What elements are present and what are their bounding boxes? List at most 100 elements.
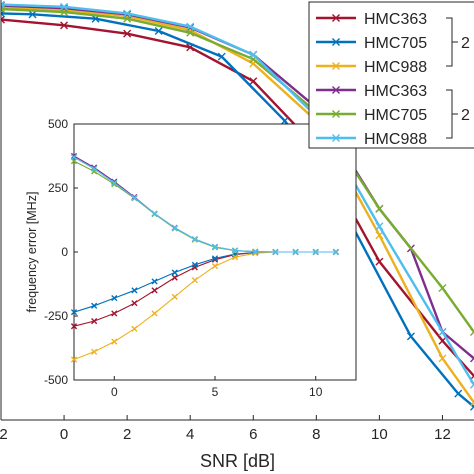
main-data-point [438, 354, 447, 363]
legend-label-2: HMC705 [364, 35, 427, 52]
inset-data-point [151, 278, 158, 285]
inset-x-tick-label: 10 [309, 385, 323, 399]
legend-marker-1 [332, 14, 340, 22]
inset-data-point [70, 309, 78, 316]
main-x-tick-label: 8 [312, 426, 320, 443]
inset-data-point [232, 247, 239, 254]
main-data-point [438, 336, 447, 345]
main-data-point [249, 77, 258, 86]
inset-chart: -500 -250 0 250 500 0 5 10 frequency error [MHz] [25, 117, 357, 399]
legend-label-5: HMC705 [364, 107, 427, 124]
main-series-6 [1, 0, 474, 389]
inset-y-tick-label: 500 [48, 117, 68, 131]
inset-data-point [252, 248, 259, 255]
main-series-line [1, 12, 474, 408]
inset-data-point [70, 323, 78, 330]
inset-data-point [191, 236, 198, 243]
legend-group-label-1: 2 [461, 35, 470, 52]
main-x-tick-label: 10 [371, 426, 388, 443]
main-data-point [454, 389, 463, 398]
legend-group-bracket-2 [446, 89, 458, 139]
legend-label-4: HMC363 [364, 83, 427, 100]
inset-data-point [211, 262, 219, 270]
legend-group-label-2: 2 [461, 107, 470, 124]
inset-data-point [312, 248, 319, 256]
main-data-point [375, 257, 384, 266]
main-data-point [470, 372, 474, 380]
legend: HMC363 HMC705 HMC988 HMC363 HMC705 HMC988 2 2 [308, 1, 474, 149]
inset-data-point [91, 348, 98, 355]
main-x-tick-label: 4 [186, 426, 194, 443]
inset-data-point [111, 338, 118, 345]
inset-data-point [131, 194, 138, 201]
main-data-point [375, 231, 384, 240]
inset-data-point [91, 302, 98, 309]
main-data-point [154, 27, 163, 36]
main-data-point [470, 380, 474, 389]
inset-data-point [211, 243, 219, 250]
legend-marker-2 [332, 38, 340, 46]
main-data-point [406, 332, 415, 341]
legend-marker-6 [332, 134, 340, 142]
legend-marker-4 [332, 86, 340, 94]
inset-y-tick-label: -500 [44, 373, 68, 387]
main-data-point [375, 222, 384, 231]
main-data-point [217, 52, 226, 61]
legend-group-bracket-1 [446, 17, 458, 67]
inset-data-point [91, 318, 98, 325]
main-data-point [470, 354, 474, 363]
main-data-point [280, 116, 289, 125]
inset-series-line [73, 156, 336, 253]
main-data-point [1, 15, 5, 24]
main-data-point [438, 328, 447, 336]
inset-data-point [111, 294, 118, 302]
legend-marker-3 [332, 62, 340, 70]
main-data-point [470, 398, 474, 407]
inset-data-point [91, 165, 98, 172]
inset-data-point [131, 325, 138, 332]
inset-y-tick-label: -250 [44, 309, 68, 323]
main-data-point [438, 284, 447, 292]
inset-data-point [171, 224, 178, 232]
inset-data-point [70, 154, 78, 161]
inset-data-point [292, 248, 299, 256]
inset-data-point [151, 287, 158, 294]
legend-label-6: HMC988 [364, 131, 427, 148]
inset-data-point [332, 248, 339, 256]
inset-data-point [151, 310, 158, 317]
main-data-point [249, 50, 258, 59]
inset-data-point [171, 269, 178, 276]
main-data-point [186, 22, 195, 31]
inset-series-6 [70, 154, 339, 256]
inset-data-point [131, 300, 138, 307]
inset-data-point [171, 293, 178, 300]
inset-data-point [111, 179, 118, 186]
main-data-point [1, 0, 5, 9]
main-data-point [186, 28, 195, 37]
inset-data-point [272, 248, 279, 256]
legend-box [308, 1, 474, 149]
main-data-point [375, 204, 384, 213]
main-x-tick-label: 2 [123, 426, 131, 443]
inset-y-tick-label: 0 [61, 245, 68, 259]
main-x-tick-label: 6 [249, 426, 257, 443]
inset-data-point [70, 356, 78, 363]
legend-marker-5 [332, 110, 340, 118]
main-data-point [60, 21, 69, 30]
inset-data-point [232, 254, 239, 261]
inset-y-axis-label: frequency error [MHz] [25, 192, 39, 313]
inset-data-point [171, 274, 178, 281]
main-data-point [60, 2, 69, 11]
main-series-5 [1, 5, 474, 336]
legend-label-1: HMC363 [364, 11, 427, 28]
inset-data-point [131, 287, 138, 294]
main-data-point [470, 328, 474, 336]
inset-data-point [211, 255, 219, 262]
inset-x-tick-label: 0 [111, 385, 118, 399]
main-series-group [1, 0, 474, 411]
inset-data-point [111, 181, 118, 188]
inset-data-point [151, 210, 158, 217]
inset-data-point [191, 261, 198, 268]
